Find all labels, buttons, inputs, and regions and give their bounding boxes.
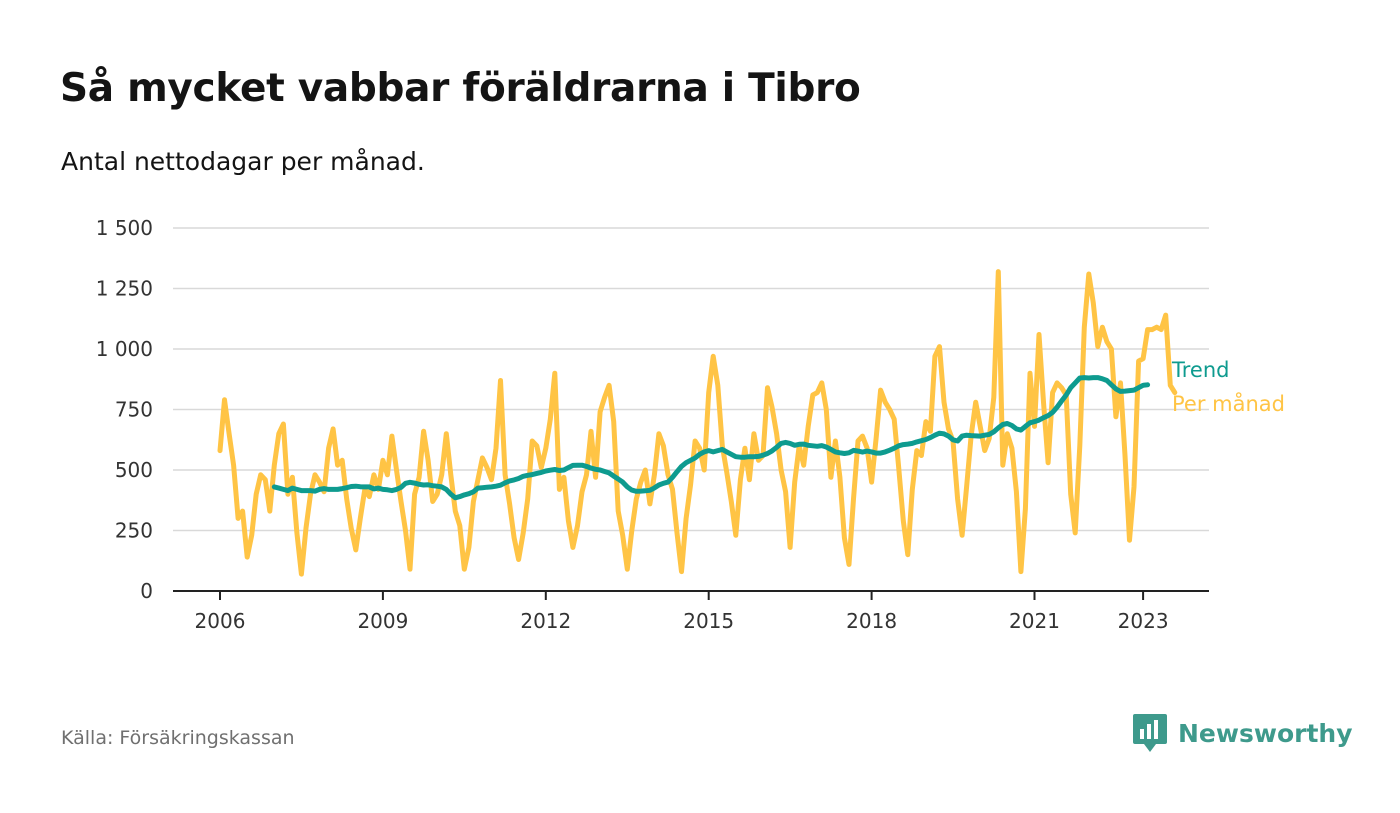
source-note: Källa: Försäkringskassan bbox=[61, 727, 295, 749]
x-tick-label: 2018 bbox=[846, 609, 897, 633]
chart-subtitle: Antal nettodagar per månad. bbox=[61, 147, 425, 176]
y-tick-label: 1 000 bbox=[96, 337, 153, 361]
series-lines bbox=[217, 269, 1178, 577]
y-tick-label: 750 bbox=[115, 398, 153, 422]
x-tick-label: 2021 bbox=[1009, 609, 1060, 633]
y-tick-label: 0 bbox=[140, 579, 153, 603]
y-tick-label: 250 bbox=[115, 519, 153, 543]
brand-name: Newsworthy bbox=[1178, 718, 1353, 748]
x-axis: 2006 2009 2012 2015 2018 2021 2023 bbox=[173, 590, 1209, 633]
newsworthy-logo-icon bbox=[1133, 714, 1167, 752]
series-line-trend bbox=[271, 375, 1151, 501]
brand-logo[interactable]: Newsworthy bbox=[1132, 712, 1353, 754]
series-line-per-m-nad bbox=[217, 269, 1178, 577]
x-tick-label: 2023 bbox=[1118, 609, 1169, 633]
x-tick-label: 2012 bbox=[520, 609, 571, 633]
chart-title: Så mycket vabbar föräldrarna i Tibro bbox=[60, 66, 861, 111]
y-tick-label: 1 500 bbox=[96, 216, 153, 240]
x-tick-label: 2006 bbox=[195, 609, 246, 633]
series-label-per-m-nad: Per månad bbox=[1172, 391, 1285, 416]
y-axis-tick-labels: 0 250 500 750 1 000 1 250 1 500 bbox=[96, 216, 153, 603]
series-label-trend: Trend bbox=[1171, 358, 1229, 382]
series-labels: Per månad Trend bbox=[1171, 358, 1285, 416]
y-tick-label: 1 250 bbox=[96, 277, 153, 301]
y-tick-label: 500 bbox=[115, 458, 153, 482]
x-tick-label: 2009 bbox=[357, 609, 408, 633]
x-tick-label: 2015 bbox=[683, 609, 734, 633]
